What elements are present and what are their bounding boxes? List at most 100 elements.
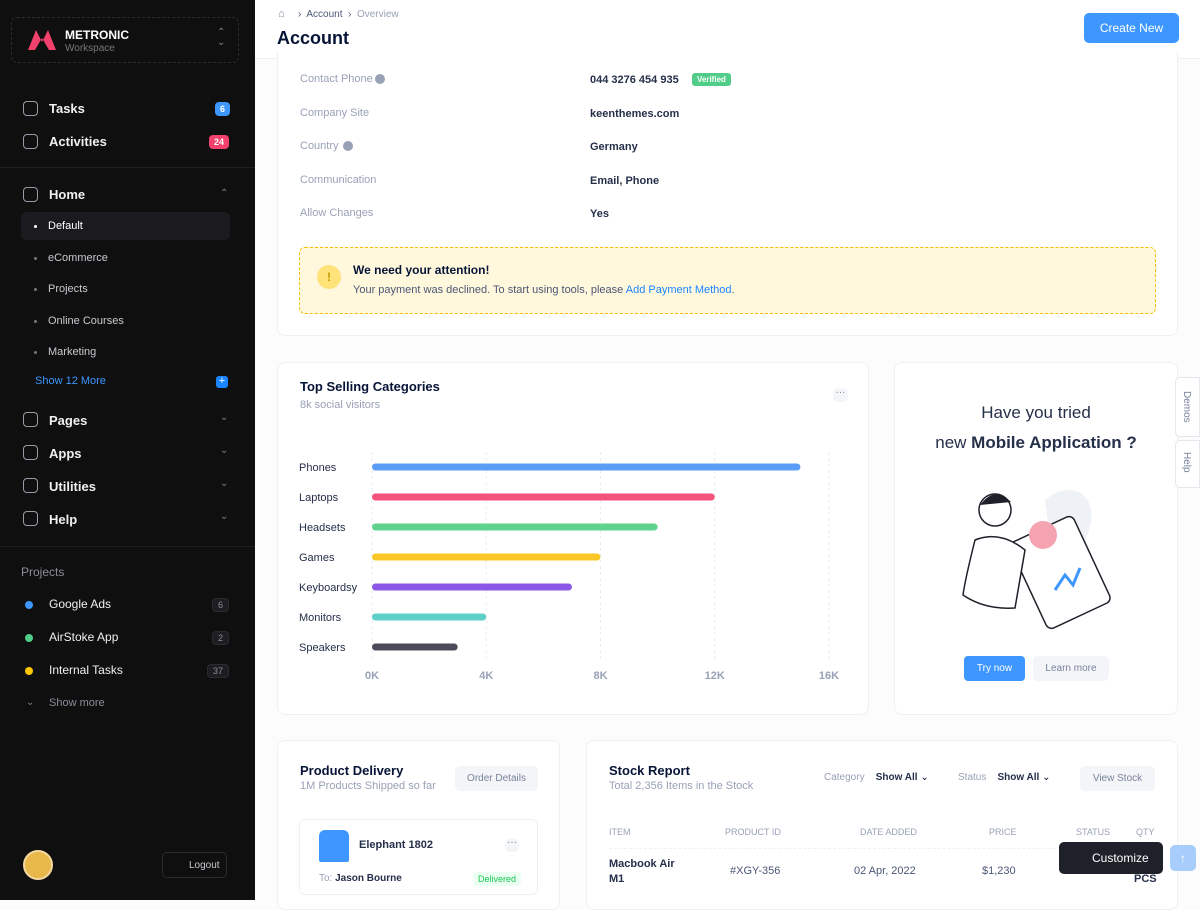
filter-label: Category: [824, 772, 865, 783]
x-tick-label: 4K: [479, 670, 493, 682]
chevron: ⌄: [220, 412, 229, 423]
column-header: ITEM: [609, 827, 631, 837]
filter[interactable]: Status Show All ⌄: [958, 772, 1051, 783]
badge: 6: [215, 102, 231, 116]
nav-item[interactable]: Pages: [49, 413, 88, 428]
nav-item[interactable]: Apps: [49, 446, 82, 461]
bar: [372, 553, 601, 561]
recipient-name: Jason Bourne: [335, 873, 402, 884]
sub-item[interactable]: Online Courses: [48, 314, 124, 327]
delivery-item: Elephant 1802 ··· To: Jason Bourne Deliv…: [299, 819, 538, 895]
create-button[interactable]: Create New: [1084, 13, 1179, 43]
project-name[interactable]: Google Ads: [49, 597, 112, 611]
logout-button[interactable]: Logout: [162, 852, 227, 878]
sub-item[interactable]: Marketing: [48, 346, 97, 358]
side-tab-label: Help: [1181, 452, 1192, 473]
divider: [0, 167, 255, 168]
icon: [23, 134, 38, 149]
row-divider: [609, 848, 1155, 849]
logo: [28, 30, 56, 50]
nav-item[interactable]: Help: [49, 512, 78, 527]
learn-button[interactable]: Learn more: [1033, 656, 1109, 681]
alert-title: We need your attention!: [353, 263, 490, 277]
active-item-bg: [21, 212, 230, 240]
chevron: ⌄: [220, 445, 229, 456]
project-name[interactable]: AirStoke App: [49, 630, 119, 644]
recipient-label: To:: [319, 873, 333, 884]
scroll-top[interactable]: ↑: [1170, 845, 1196, 871]
bullet: [34, 256, 37, 260]
chart-card: [277, 362, 869, 715]
filter[interactable]: Category Show All ⌄: [824, 772, 929, 783]
column-header: STATUS: [1076, 827, 1111, 837]
plus-icon: +: [216, 376, 228, 388]
alert-link[interactable]: Add Payment Method: [625, 284, 732, 296]
project-dot: [25, 667, 33, 675]
chevron: ⌃ ⌄: [217, 27, 226, 48]
bullet: [34, 351, 37, 354]
chevron: ⌃: [220, 188, 229, 199]
side-tab[interactable]: Help: [1175, 440, 1200, 488]
count: 6: [211, 598, 229, 612]
info-icon: [343, 141, 353, 151]
y-tick-label: Speakers: [299, 642, 346, 654]
try-button[interactable]: Try now: [964, 656, 1025, 681]
project-dot: [25, 634, 33, 642]
delivery-subtitle: 1M Products Shipped so far: [300, 780, 436, 792]
menu-button[interactable]: ···: [505, 838, 519, 852]
alert-text: Your payment was declined. To start usin…: [353, 284, 735, 296]
cell: 02 Apr, 2022: [854, 865, 916, 877]
nav-item[interactable]: Tasks: [49, 101, 85, 116]
field-label: Communication: [300, 173, 377, 186]
project-name[interactable]: Internal Tasks: [49, 663, 123, 677]
show-more[interactable]: Show more: [49, 697, 105, 709]
sub-item[interactable]: Default: [48, 220, 83, 232]
nav-item[interactable]: Utilities: [49, 479, 96, 494]
customize-button[interactable]: Customize: [1059, 842, 1163, 874]
show-more[interactable]: Show 12 More: [35, 375, 106, 387]
avatar[interactable]: [23, 850, 53, 880]
nav-item[interactable]: Activities: [49, 134, 107, 149]
menu-button[interactable]: ···: [833, 388, 848, 402]
brand-name: METRONIC: [65, 28, 129, 42]
promo-bold: Mobile Application ?: [971, 433, 1137, 452]
x-tick-label: 12K: [705, 670, 725, 682]
illustration: [962, 489, 1111, 630]
status-badge: Delivered: [473, 872, 522, 886]
bullet: [34, 319, 37, 323]
order-button[interactable]: Order Details: [455, 766, 538, 791]
sub-item[interactable]: eCommerce: [48, 251, 108, 264]
verified-badge: Verified: [692, 73, 731, 86]
column-header: PRICE: [989, 827, 1017, 837]
header: [255, 0, 1200, 59]
field-label: Country: [300, 140, 339, 152]
recipient: To: Jason Bourne: [319, 873, 402, 884]
workspace-switcher[interactable]: METRONIC Workspace ⌃ ⌄: [11, 17, 239, 63]
bar: [372, 613, 487, 621]
icon: [23, 101, 38, 116]
sub-item[interactable]: Projects: [48, 283, 88, 295]
view-stock-button[interactable]: View Stock: [1080, 766, 1155, 791]
side-tab[interactable]: Demos: [1175, 377, 1200, 437]
home-icon[interactable]: ⌂: [278, 8, 285, 20]
count: 2: [211, 631, 229, 645]
promo-line: Have you tried: [981, 403, 1091, 422]
nav-item[interactable]: Home: [49, 187, 86, 202]
field-label: Contact Phone: [300, 73, 373, 85]
sidebar: METRONIC Workspace ⌃ ⌄ Tasks 6 Activities…: [0, 0, 255, 900]
filter-value: Show All: [875, 772, 918, 783]
field-value: Email, Phone: [590, 174, 660, 187]
x-tick-label: 16K: [819, 670, 839, 682]
promo-text: Have you tried new Mobile Application ?: [894, 398, 1178, 458]
side-tab-label: Demos: [1181, 391, 1192, 423]
stock-subtitle: Total 2,356 Items in the Stock: [609, 780, 754, 792]
y-tick-label: Keyboardsy: [299, 582, 358, 594]
alert: ! We need your attention! Your payment w…: [299, 247, 1156, 314]
icon: [23, 412, 38, 427]
field-value: 044 3276 454 935: [590, 74, 679, 86]
column-header: PRODUCT ID: [725, 827, 781, 837]
breadcrumb-item[interactable]: Account: [306, 9, 343, 20]
cell: Macbook Air M1: [609, 858, 675, 885]
chart-subtitle: 8k social visitors: [300, 399, 381, 411]
promo-line: new: [935, 433, 967, 452]
